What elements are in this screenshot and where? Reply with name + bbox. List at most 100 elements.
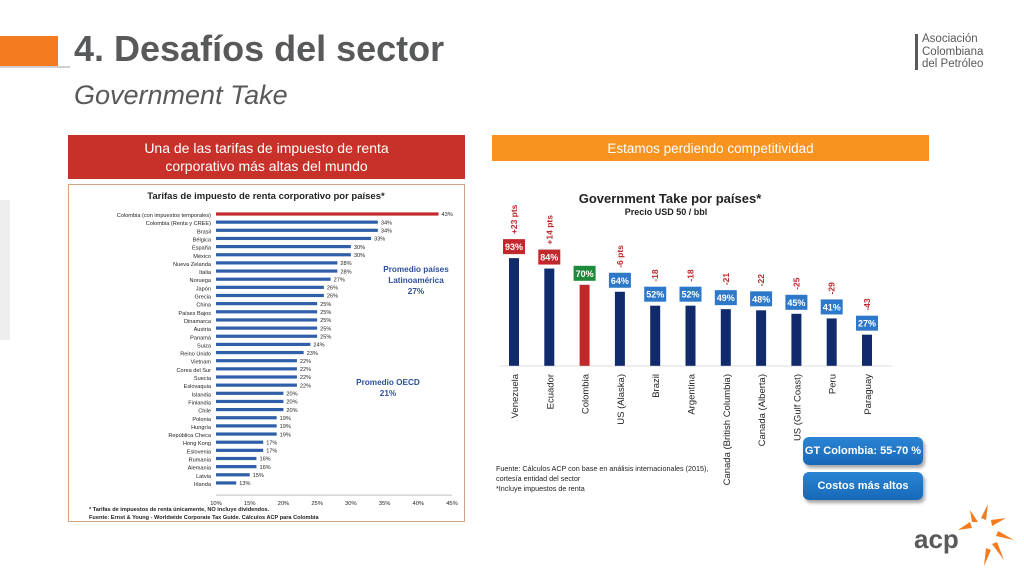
x-tick-label: 10% bbox=[210, 501, 222, 507]
value-label-box bbox=[538, 249, 561, 265]
bar bbox=[509, 258, 519, 366]
category-label: Colombia (con impuestos temporales) bbox=[117, 213, 211, 219]
gt-colombia-pill: GT Colombia: 55-70 % bbox=[803, 437, 923, 465]
category-label: Paraguay bbox=[863, 374, 874, 415]
bar bbox=[216, 448, 264, 452]
difference-label: -43 bbox=[862, 298, 872, 311]
value-label: 24% bbox=[313, 343, 324, 349]
value-label: 20% bbox=[286, 408, 297, 414]
bar bbox=[216, 456, 257, 461]
value-label: 17% bbox=[266, 449, 277, 455]
category-label: Brasil bbox=[197, 229, 211, 235]
footnote: * Tarifas de impuestos de renta únicamen… bbox=[89, 507, 270, 513]
star-ray bbox=[991, 518, 1006, 526]
logo-line-2: Colombiana bbox=[922, 45, 984, 58]
latam-average-annotation: 27% bbox=[408, 287, 425, 296]
bar bbox=[614, 291, 625, 366]
value-label-box bbox=[785, 294, 808, 310]
logo-line-3: del Petróleo bbox=[922, 58, 984, 70]
difference-label: -21 bbox=[721, 273, 731, 286]
category-label: Corea del Sur bbox=[176, 368, 211, 374]
value-label: 27% bbox=[858, 319, 876, 329]
value-label: 45% bbox=[787, 298, 805, 308]
right-banner-text: Estamos perdiendo competitividad bbox=[607, 140, 814, 156]
category-label: Chile bbox=[198, 409, 211, 415]
costs-pill: Costos más altos bbox=[803, 472, 923, 500]
source-note: Fuente: Ernst & Young - Worldwide Corpor… bbox=[89, 515, 319, 521]
value-label: 23% bbox=[307, 351, 318, 357]
bar bbox=[862, 334, 872, 366]
value-label-box bbox=[679, 286, 702, 302]
bar bbox=[216, 391, 284, 395]
value-label: 93% bbox=[505, 242, 523, 252]
value-label: 26% bbox=[327, 294, 338, 300]
value-label-box bbox=[503, 239, 525, 255]
footnote: Fuente: Cálculos ACP con base en análisi… bbox=[496, 464, 708, 473]
x-tick-label: 40% bbox=[412, 501, 424, 507]
header-accent-bar bbox=[0, 36, 58, 68]
category-label: China bbox=[196, 303, 212, 309]
value-label: 43% bbox=[442, 212, 453, 218]
value-label: 49% bbox=[717, 293, 735, 303]
value-label: 20% bbox=[286, 392, 297, 398]
value-label-box bbox=[608, 272, 631, 288]
government-take-chart: Government Take por países*Precio USD 50… bbox=[496, 191, 892, 493]
bar bbox=[756, 310, 767, 366]
value-label: 34% bbox=[381, 220, 392, 226]
category-label: Reino Unido bbox=[180, 352, 211, 358]
bar bbox=[216, 236, 372, 241]
bar bbox=[216, 318, 318, 322]
category-label: Finlandia bbox=[188, 400, 212, 406]
bar bbox=[685, 305, 696, 366]
difference-label: -6 pts bbox=[615, 245, 625, 268]
page-title: 4. Desafíos del sector bbox=[74, 28, 445, 69]
value-label: 33% bbox=[374, 237, 385, 243]
bar bbox=[216, 269, 338, 273]
slide-edge-decoration bbox=[0, 200, 10, 340]
category-label: Alemania bbox=[188, 466, 212, 472]
value-label: 25% bbox=[320, 318, 331, 324]
category-label: Canada (British Columbia) bbox=[722, 374, 733, 485]
difference-label: -18 bbox=[686, 269, 696, 282]
bar bbox=[216, 326, 318, 330]
category-label: Islandia bbox=[192, 392, 212, 398]
star-ray bbox=[958, 522, 972, 530]
value-label: 22% bbox=[300, 367, 311, 373]
category-label: México bbox=[193, 254, 211, 260]
bar bbox=[216, 302, 318, 306]
value-label: 16% bbox=[259, 465, 270, 471]
right-banner: Estamos perdiendo competitividad bbox=[492, 135, 929, 161]
category-label: US (Alaska) bbox=[616, 374, 627, 425]
category-label: Eslovaquia bbox=[184, 384, 212, 390]
latam-average-annotation: Promedio países bbox=[383, 265, 449, 274]
bar bbox=[216, 212, 439, 216]
x-tick-label: 35% bbox=[379, 501, 391, 507]
star-ray bbox=[981, 504, 988, 520]
bar bbox=[216, 228, 378, 232]
chart-title: Government Take por países* bbox=[579, 191, 762, 206]
bar bbox=[650, 305, 661, 366]
bar bbox=[216, 285, 324, 289]
difference-label: +14 pts bbox=[544, 215, 554, 245]
footnote: *Incluye impuestos de renta bbox=[496, 484, 585, 493]
value-label: 84% bbox=[540, 253, 558, 263]
header-accent-line bbox=[0, 66, 70, 68]
chart-subtitle: Precio USD 50 / bbl bbox=[625, 207, 708, 217]
value-label: 17% bbox=[266, 440, 277, 446]
tax-rate-chart: Tarifas de impuesto de renta corporativo… bbox=[89, 191, 458, 521]
acp-wordmark: acp bbox=[914, 524, 959, 554]
value-label-box bbox=[856, 315, 878, 331]
value-label-box bbox=[573, 265, 596, 281]
page-subtitle: Government Take bbox=[74, 80, 288, 110]
category-label: Rumania bbox=[189, 458, 212, 464]
value-label: 16% bbox=[259, 457, 270, 463]
category-label: Vietnam bbox=[191, 360, 212, 366]
category-label: Países Bajos bbox=[178, 311, 211, 317]
star-ray bbox=[992, 542, 1004, 560]
category-label: Grecia bbox=[195, 295, 212, 301]
difference-label: -29 bbox=[827, 282, 837, 295]
category-label: Venezuela bbox=[510, 373, 521, 418]
bar bbox=[216, 367, 297, 371]
category-label: Hong Kong bbox=[183, 441, 211, 447]
category-label: Austria bbox=[194, 327, 212, 333]
